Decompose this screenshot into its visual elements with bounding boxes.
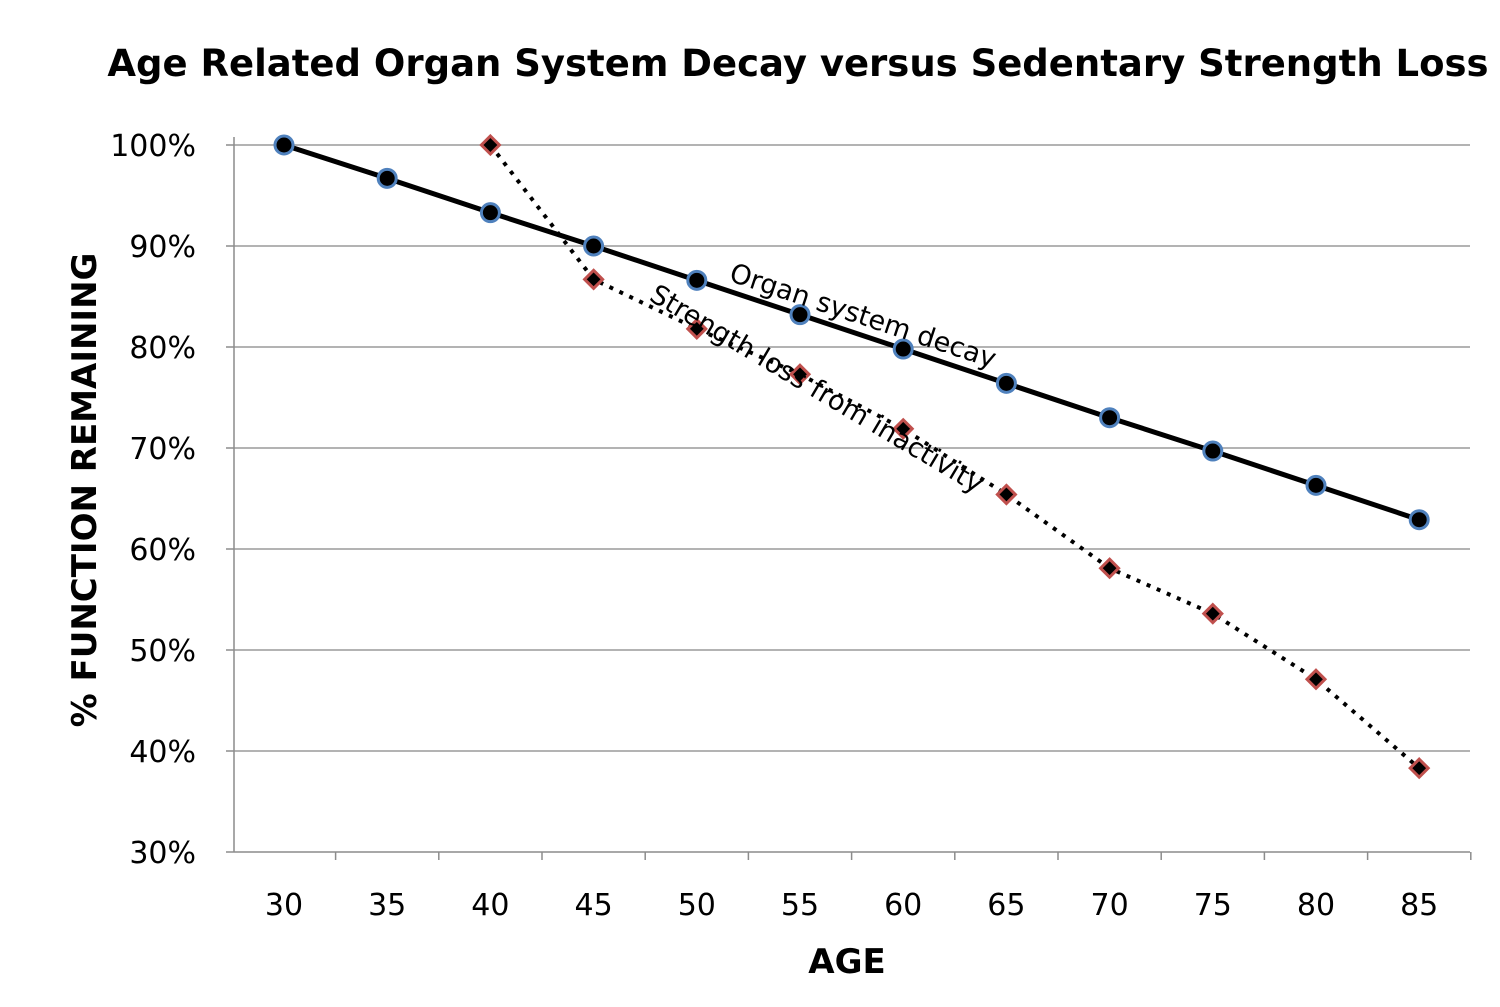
y-tick-label: 70% xyxy=(129,432,196,467)
series-0-point xyxy=(376,167,398,189)
x-tick-label: 30 xyxy=(265,888,303,923)
series-0-point xyxy=(273,134,295,156)
series-1-point xyxy=(1304,668,1328,691)
series-0-point xyxy=(686,269,708,291)
x-tick-label: 50 xyxy=(678,888,716,923)
x-tick-label: 35 xyxy=(368,888,406,923)
series-1-point xyxy=(995,483,1018,506)
y-tick-label: 100% xyxy=(110,129,196,164)
series-0-point xyxy=(1202,440,1224,462)
y-tick-label: 80% xyxy=(129,331,196,366)
series-1-line xyxy=(488,143,1421,770)
x-tick-labels: 30 35 40 45 50 55 60 65 70 75 80 85 xyxy=(265,888,1438,923)
series-1-point xyxy=(685,317,708,340)
series-1-point xyxy=(479,133,502,157)
series-1-point xyxy=(1201,602,1224,625)
series-0-point xyxy=(479,202,501,224)
series-0-point xyxy=(995,372,1017,394)
series-0-point xyxy=(1305,474,1327,496)
y-tick-label: 50% xyxy=(129,634,196,669)
series-lines xyxy=(283,142,1421,770)
x-tick-label: 60 xyxy=(884,888,922,923)
y-tick-label: 90% xyxy=(129,230,196,265)
series-0-point xyxy=(1099,407,1121,429)
series-0-point xyxy=(583,235,605,257)
y-tick-label: 30% xyxy=(129,836,196,871)
x-tick-label: 40 xyxy=(471,888,509,923)
series-markers xyxy=(273,133,1431,780)
series-1-point xyxy=(892,417,915,440)
series-1-point xyxy=(1408,757,1431,780)
x-tick-label: 70 xyxy=(1091,888,1129,923)
x-tick-label: 75 xyxy=(1194,888,1232,923)
axes xyxy=(226,137,1472,860)
x-tick-label: 85 xyxy=(1400,888,1438,923)
series-1-point xyxy=(582,268,605,291)
x-axis-title: AGE xyxy=(808,942,885,982)
series-0-point xyxy=(892,338,914,360)
y-tick-label: 40% xyxy=(129,735,196,770)
series-0-point xyxy=(789,304,811,326)
x-tick-label: 45 xyxy=(575,888,613,923)
series-1-point xyxy=(788,363,812,386)
x-tick-label: 80 xyxy=(1297,888,1335,923)
x-tick-label: 65 xyxy=(987,888,1025,923)
chart-title: Age Related Organ System Decay versus Se… xyxy=(107,42,1488,85)
y-axis-title: % FUNCTION REMAINING xyxy=(65,253,105,728)
y-tick-label: 60% xyxy=(129,533,196,568)
gridlines xyxy=(234,144,1470,752)
series-1-point xyxy=(1098,557,1121,580)
series-0-line xyxy=(283,142,1420,523)
y-tick-labels: 30% 40% 50% 60% 70% 80% 90% 100% xyxy=(110,129,196,871)
series-0-point xyxy=(1408,509,1430,531)
x-tick-label: 55 xyxy=(781,888,819,923)
